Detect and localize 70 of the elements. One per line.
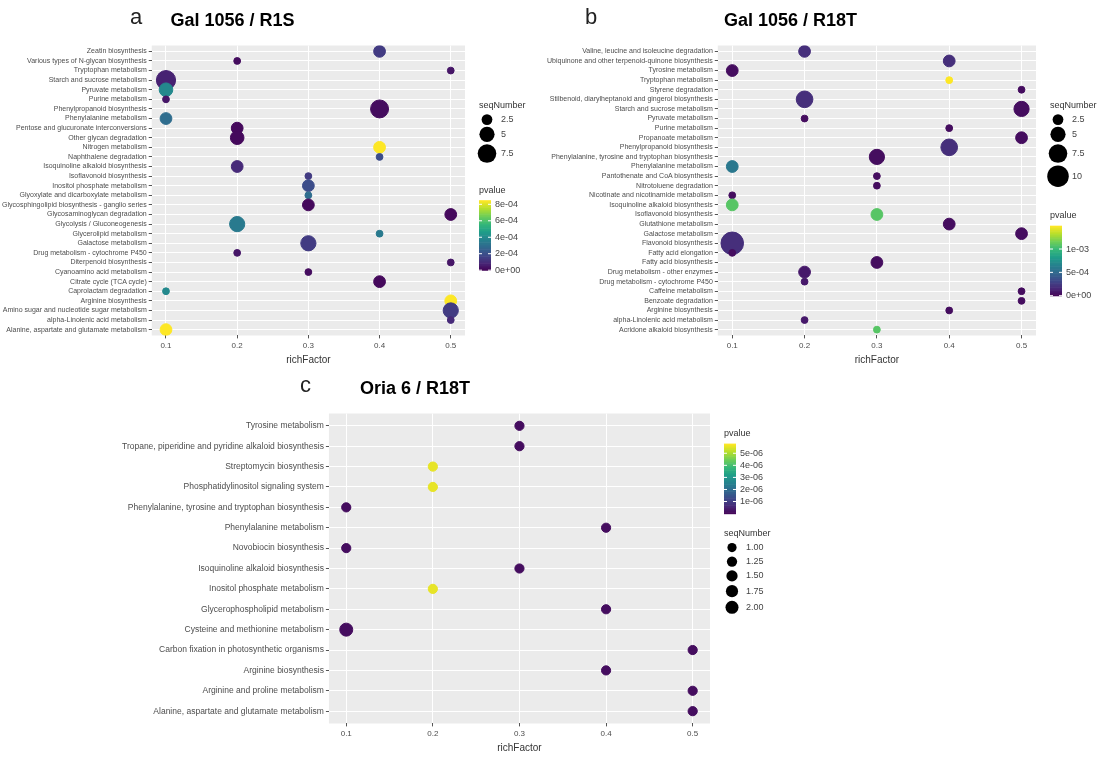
y-tick-label: Phosphatidylinositol signaling system <box>183 481 324 492</box>
color-bar-label: 4e-04 <box>495 231 519 242</box>
legend-label: 1.00 <box>746 542 764 553</box>
x-tick-label: 0.4 <box>374 341 386 351</box>
y-tick-label: Alanine, aspartate and glutamate metabolism <box>153 705 324 716</box>
legend-title: seqNumber <box>1050 100 1097 111</box>
x-axis-title: richFactor <box>286 353 332 365</box>
x-tick-label: 0.2 <box>427 729 439 739</box>
legend-label: 5 <box>1072 128 1078 139</box>
color-bar-label: 3e-06 <box>740 471 764 482</box>
legend-title: seqNumber <box>479 100 526 111</box>
legend-label: 2.5 <box>501 114 514 125</box>
text: b <box>585 4 598 30</box>
color-bar-title: pvalue <box>479 184 506 195</box>
legend-label: 10 <box>1072 170 1083 181</box>
chart-title: Gal 1056 / R18T <box>723 9 858 30</box>
chart-title: Oria 6 / R18T <box>359 377 471 398</box>
x-tick-label: 0.5 <box>687 729 699 739</box>
y-tick-label: Phenylalanine, tyrosine and tryptophan biosynthesis <box>127 501 324 512</box>
x-axis-title: richFactor <box>854 353 900 365</box>
x-axis-title: richFactor <box>497 741 543 753</box>
x-tick-label: 0.1 <box>726 341 739 351</box>
y-tick-label: Arginine and proline metabolism <box>202 685 324 696</box>
color-bar-label: 2e-04 <box>495 248 519 259</box>
y-tick-label: Arginine biosynthesis <box>243 664 324 675</box>
legend-label: 2.00 <box>746 601 764 612</box>
y-tick-label: Tropane, piperidine and pyridine alkaloid biosynthesis <box>122 440 324 451</box>
y-tick-label: Glycerophospholipid metabolism <box>201 603 324 614</box>
text: c <box>300 372 311 398</box>
color-bar-label: 1e-06 <box>740 496 764 507</box>
x-tick-label: 0.2 <box>799 341 811 351</box>
x-tick-label: 0.1 <box>160 341 173 351</box>
y-tick-label: Tyrosine metabolism <box>245 420 324 431</box>
color-bar-title: pvalue <box>724 428 751 439</box>
x-tick-label: 0.1 <box>340 729 353 739</box>
legend-title: seqNumber <box>724 528 771 539</box>
color-bar-label: 5e-04 <box>1066 266 1090 277</box>
x-tick-label: 0.5 <box>1015 341 1028 351</box>
color-bar-title: pvalue <box>1050 210 1077 221</box>
legend-label: 5 <box>501 128 507 139</box>
x-tick-label: 0.3 <box>513 729 526 739</box>
y-tick-label: Streptomycin biosynthesis <box>225 460 324 471</box>
color-bar-label: 5e-06 <box>740 447 764 458</box>
color-bar-label: 8e-04 <box>495 198 519 209</box>
legend-label: 1.25 <box>746 556 764 567</box>
legend-label: 7.5 <box>501 148 514 159</box>
x-tick-label: 0.5 <box>445 341 457 351</box>
x-tick-label: 0.3 <box>871 341 883 351</box>
chart-title: Gal 1056 / R1S <box>170 9 295 30</box>
color-bar-label: 0e+00 <box>495 264 521 275</box>
text: a <box>130 4 143 30</box>
legend-label: 1.75 <box>746 585 764 596</box>
x-tick-label: 0.3 <box>302 341 315 351</box>
y-tick-label: Carbon fixation in photosynthetic organisms <box>159 644 324 655</box>
legend-label: 2.5 <box>1072 114 1085 125</box>
color-bar-label: 4e-06 <box>740 459 764 470</box>
x-tick-label: 0.4 <box>600 729 613 739</box>
color-bar-label: 0e+00 <box>1066 290 1092 301</box>
y-tick-label: Novobiocin biosynthesis <box>232 542 324 553</box>
y-tick-label: Isoquinoline alkaloid biosynthesis <box>198 562 324 573</box>
color-bar-label: 6e-04 <box>495 215 519 226</box>
y-tick-label: Inositol phosphate metabolism <box>209 583 324 594</box>
y-tick-label: Cysteine and methionine metabolism <box>184 623 324 634</box>
legend-label: 1.50 <box>746 570 764 581</box>
color-bar-label: 2e-06 <box>740 483 764 494</box>
y-tick-label: Phenylalanine metabolism <box>224 522 324 533</box>
x-tick-label: 0.2 <box>231 341 244 351</box>
legend-label: 7.5 <box>1072 148 1085 159</box>
color-bar-label: 1e-03 <box>1066 243 1090 254</box>
x-tick-label: 0.4 <box>943 341 956 351</box>
